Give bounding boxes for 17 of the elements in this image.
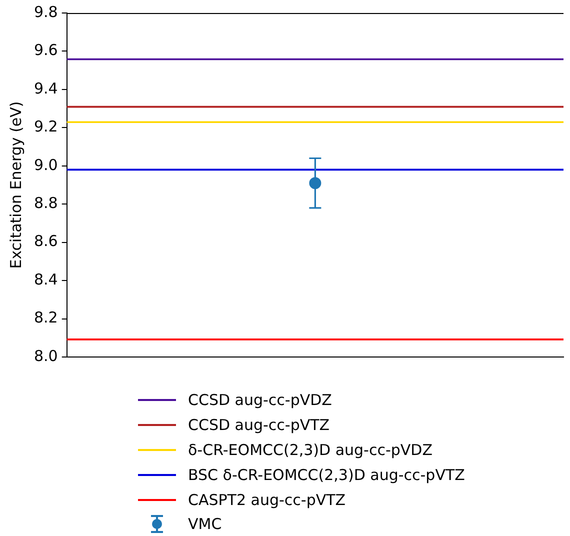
legend-label: CCSD aug-cc-pVDZ [188,391,332,410]
legend-label: CASPT2 aug-cc-pVTZ [188,490,346,509]
y-tick-label: 9.4 [34,79,58,98]
y-tick-label: 9.0 [34,156,58,174]
y-tick-label: 8.2 [34,308,58,327]
y-tick-label: 9.6 [34,41,58,60]
y-tick-label: 9.8 [34,2,58,21]
y-tick-label: 8.0 [34,346,58,365]
y-axis-title: Excitation Energy (eV) [6,101,25,269]
y-tick-label: 9.2 [34,118,58,136]
legend-label: VMC [188,515,222,534]
legend-label: δ-CR-EOMCC(2,3)D aug-cc-pVDZ [188,440,432,459]
legend-label: CCSD aug-cc-pVTZ [188,416,330,434]
y-tick-label: 8.6 [34,232,58,250]
y-tick-label: 8.4 [34,270,58,288]
legend-label: BSC δ-CR-EOMCC(2,3)D aug-cc-pVTZ [188,466,465,484]
y-tick-label: 8.8 [34,194,58,212]
